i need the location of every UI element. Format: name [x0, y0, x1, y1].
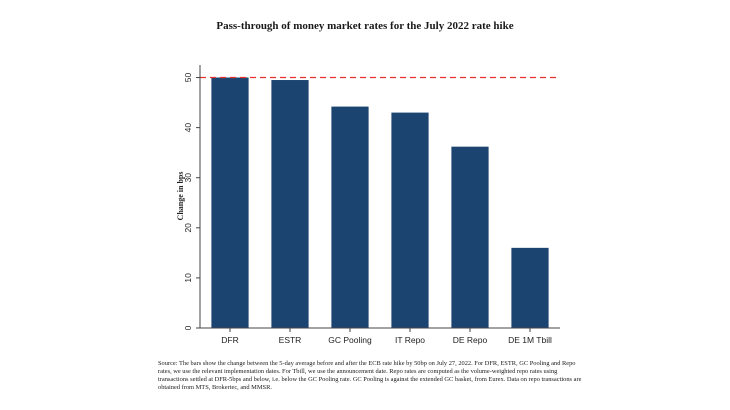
y-tick-label: 10 [183, 273, 193, 283]
bars-group [211, 77, 549, 329]
y-tick-label: 50 [183, 73, 193, 83]
chart-title: Pass-through of money market rates for t… [216, 20, 514, 32]
y-tick-label: 40 [183, 123, 193, 133]
source-note: Source: The bars show the change between… [158, 360, 582, 391]
x-tick-label: DE 1M Tbill [508, 335, 552, 345]
y-ticks-group: 0 10 20 30 40 50 [183, 73, 200, 330]
x-tick-label: IT Repo [395, 335, 425, 345]
bar-it-repo [391, 112, 429, 328]
y-tick-label: 30 [183, 173, 193, 183]
bar-estr [271, 80, 309, 328]
bar-de-repo [451, 146, 489, 328]
x-tick-label: GC Pooling [328, 335, 372, 345]
bar-chart: 0 10 20 30 40 50 DFR ESTR GC Pooling IT Repo DE R… [176, 65, 560, 345]
y-axis-title: Change in bps [176, 172, 185, 221]
bar-gc-pooling [331, 106, 369, 328]
bar-dfr [211, 77, 249, 329]
x-ticks-group: DFR ESTR GC Pooling IT Repo DE Repo DE 1M Tbi… [221, 328, 552, 345]
y-tick-label: 20 [183, 223, 193, 233]
plot-area [200, 65, 560, 328]
x-tick-label: DE Repo [453, 335, 488, 345]
x-tick-label: ESTR [279, 335, 302, 345]
y-tick-label: 0 [183, 325, 193, 330]
x-tick-label: DFR [221, 335, 238, 345]
bar-de-1m-tbill [511, 247, 549, 328]
